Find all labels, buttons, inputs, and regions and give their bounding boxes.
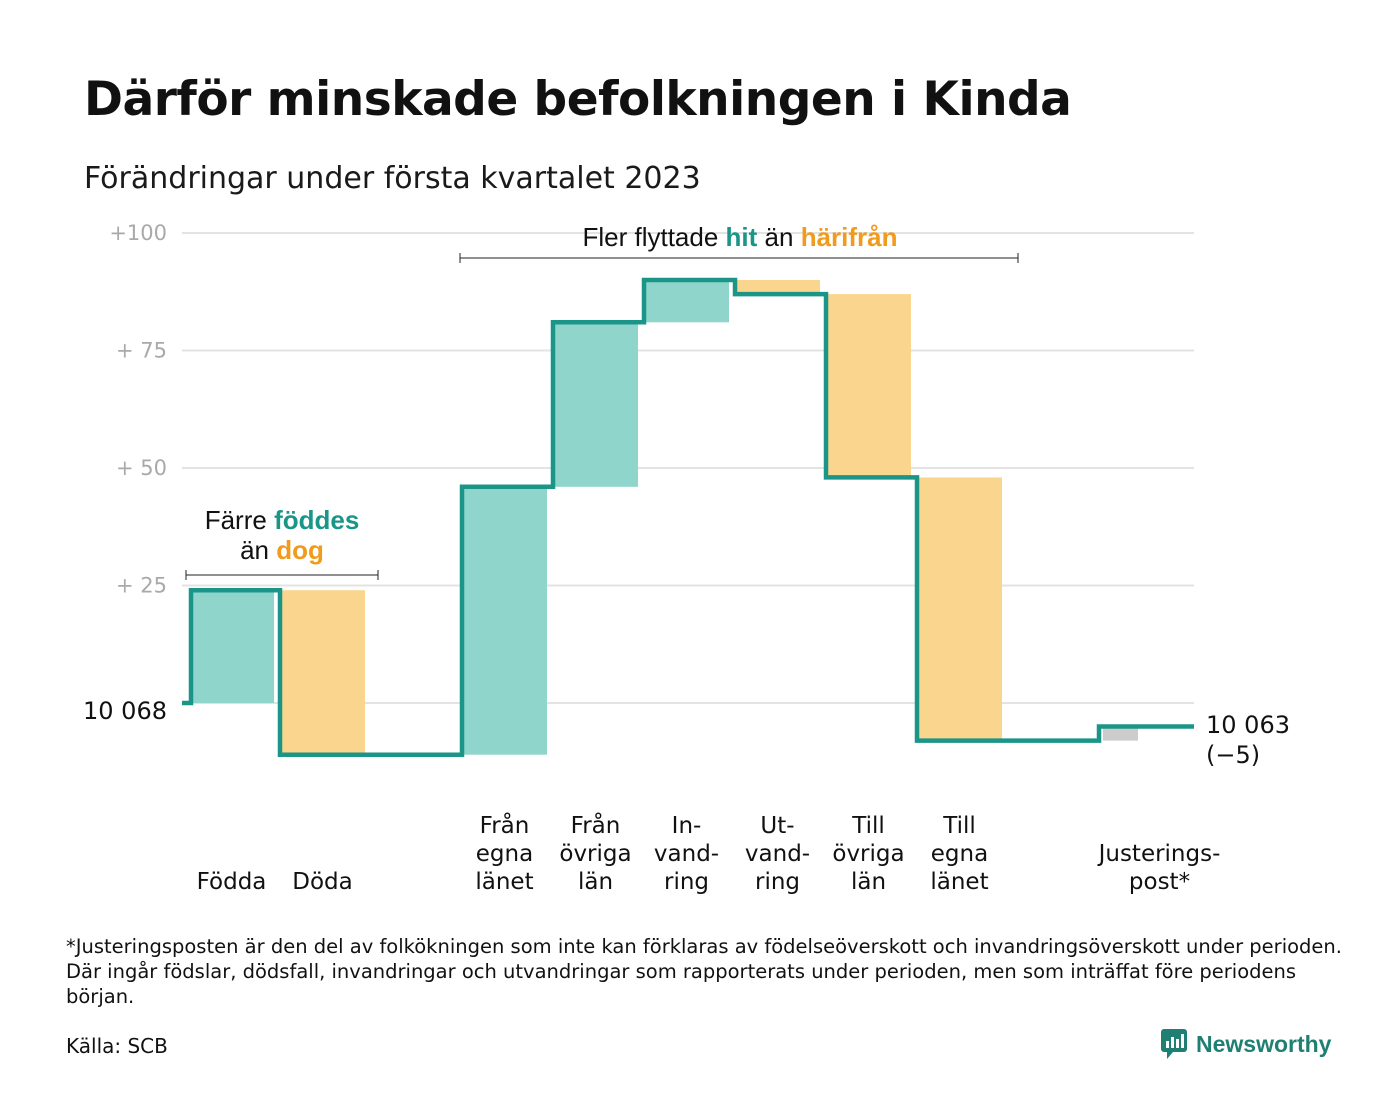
annotations: Färre föddes än dog Fler flyttade hit än… <box>185 222 1019 580</box>
y-axis-ticks: +100 + 75 + 50 + 25 <box>109 221 167 598</box>
category-label: övriga <box>559 841 631 867</box>
chart-subtitle: Förändringar under första kvartalet 2023 <box>84 161 701 196</box>
category-label: länet <box>475 869 533 895</box>
category-label: vand- <box>745 841 810 867</box>
category-label: Ut- <box>760 813 794 839</box>
bar-increase <box>191 590 274 703</box>
bar-decrease <box>919 477 1002 741</box>
bar-increase <box>555 322 638 487</box>
category-label: Till <box>851 813 885 839</box>
brand-logo: Newsworthy <box>1160 1028 1331 1060</box>
step-line-layer <box>182 277 1194 757</box>
bar-decrease <box>282 590 365 755</box>
bar-increase <box>646 280 729 323</box>
category-label: Justerings- <box>1097 841 1221 867</box>
category-label: övriga <box>832 841 904 867</box>
births-annotation-died: dog <box>276 535 324 565</box>
category-label: Döda <box>292 869 352 895</box>
y-tick-label: + 50 <box>116 456 167 480</box>
source-label: Källa: SCB <box>66 1034 168 1058</box>
category-label: ring <box>755 869 800 895</box>
category-label: Från <box>480 811 530 839</box>
category-label: län <box>851 869 886 895</box>
bar-decrease <box>828 294 911 478</box>
category-labels: Födda DödaFrånegnalänetFrånövrigalänIn-va… <box>197 811 1221 895</box>
population-step-line <box>182 277 1194 757</box>
category-label: In- <box>672 813 702 839</box>
migration-annotation-hit: hit <box>726 222 758 252</box>
births-annotation-born: föddes <box>274 505 359 535</box>
category-label: ring <box>664 869 709 895</box>
category-label: Från <box>571 811 621 839</box>
migration-annotation: Fler flyttade hit än härifrån <box>582 222 897 252</box>
bar-decrease <box>737 280 820 295</box>
category-label: vand- <box>654 841 719 867</box>
births-annotation-line2: än dog <box>240 535 324 565</box>
category-label: länet <box>930 869 988 895</box>
waterfall-chart: +100 + 75 + 50 + 25 Färre föddes än dog Fle… <box>83 221 1290 895</box>
category-label: post* <box>1129 869 1190 895</box>
migration-annotation-harifran: härifrån <box>801 222 898 252</box>
category-label: Till <box>942 813 976 839</box>
bar-adjustment <box>1103 726 1138 741</box>
end-change-label: (−5) <box>1206 741 1260 769</box>
category-label: Födda <box>197 869 267 895</box>
chart-title: Därför minskade befolkningen i Kinda <box>84 72 1072 127</box>
footnote: *Justeringsposten är den del av folkökni… <box>66 935 1342 1008</box>
births-annotation-line1: Färre föddes <box>205 505 360 535</box>
start-value-label: 10 068 <box>83 697 167 725</box>
bar-increase <box>464 486 547 755</box>
bars <box>191 280 1138 755</box>
y-tick-label: + 75 <box>116 339 167 363</box>
end-value-label: 10 063 <box>1206 711 1290 739</box>
category-label: egna <box>476 841 533 867</box>
y-tick-label: + 25 <box>116 574 167 598</box>
category-label: län <box>578 869 613 895</box>
newsworthy-logo-icon <box>1161 1029 1187 1059</box>
brand-name: Newsworthy <box>1196 1030 1332 1057</box>
category-label: egna <box>931 841 988 867</box>
y-tick-label: +100 <box>109 221 167 245</box>
